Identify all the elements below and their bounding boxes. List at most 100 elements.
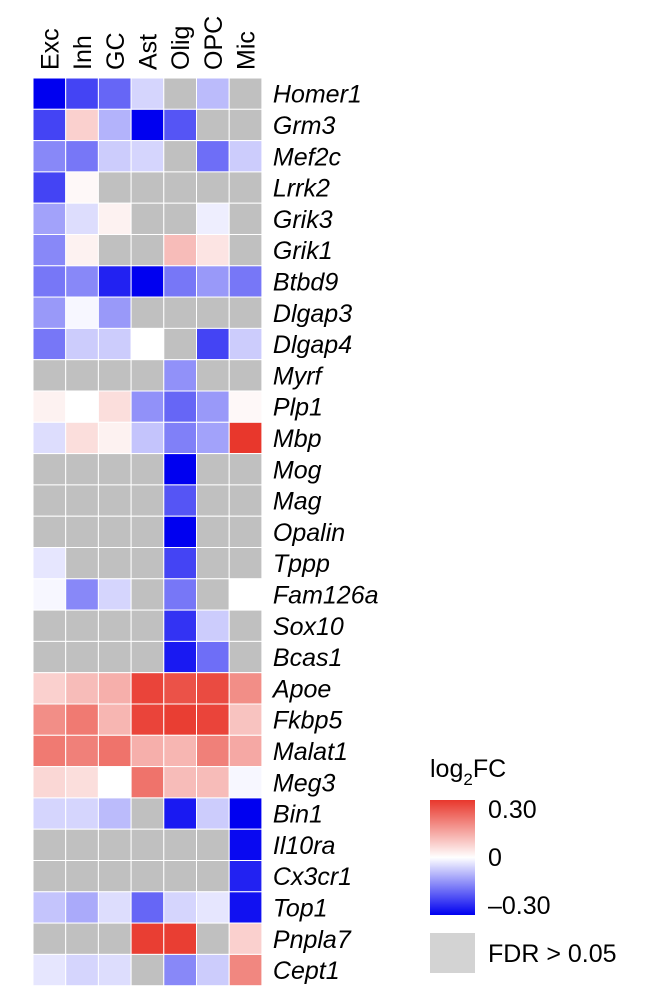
cell-homer1-exc bbox=[32, 77, 67, 110]
cell-grik1-opc bbox=[196, 234, 230, 267]
legend-na-swatch bbox=[430, 933, 475, 973]
cell-tppp-inh bbox=[65, 547, 99, 580]
cell-cept1-mic bbox=[228, 953, 263, 987]
cell-tppp-ast bbox=[130, 547, 165, 580]
cell-mag-ast bbox=[130, 484, 165, 517]
row-label-plp1: Plp1 bbox=[273, 394, 323, 422]
column-label-mic: Mic bbox=[233, 31, 261, 70]
cell-mef2c-olig bbox=[163, 140, 198, 173]
cell-mef2c-inh bbox=[65, 140, 99, 173]
cell-grik3-inh bbox=[65, 202, 99, 235]
column-label-inh: Inh bbox=[69, 35, 97, 70]
cell-bcas1-opc bbox=[196, 640, 230, 674]
cell-fkbp5-exc bbox=[32, 703, 67, 736]
cell-malat1-mic bbox=[228, 734, 263, 768]
cell-mbp-gc bbox=[97, 421, 132, 455]
cell-mog-opc bbox=[196, 453, 230, 486]
cell-pnpla7-inh bbox=[65, 922, 99, 955]
cell-sox10-gc bbox=[97, 609, 132, 642]
legend-na-label: FDR > 0.05 bbox=[488, 940, 617, 968]
cell-fkbp5-olig bbox=[163, 703, 198, 736]
cell-malat1-ast bbox=[130, 734, 165, 768]
cell-meg3-opc bbox=[196, 766, 230, 799]
cell-top1-inh bbox=[65, 891, 99, 924]
cell-myrf-exc bbox=[32, 359, 67, 392]
cell-grik3-gc bbox=[97, 202, 132, 235]
cell-dlgap3-exc bbox=[32, 296, 67, 329]
cell-fam126a-exc bbox=[32, 578, 67, 611]
cell-mog-exc bbox=[32, 453, 67, 486]
cell-il10ra-ast bbox=[130, 828, 165, 862]
cell-meg3-ast bbox=[130, 766, 165, 799]
cell-fkbp5-ast bbox=[130, 703, 165, 736]
cell-tppp-exc bbox=[32, 547, 67, 580]
cell-fkbp5-mic bbox=[228, 703, 263, 736]
cell-fkbp5-inh bbox=[65, 703, 99, 736]
cell-mog-ast bbox=[130, 453, 165, 486]
cell-apoe-mic bbox=[228, 672, 263, 705]
cell-homer1-opc bbox=[196, 77, 230, 110]
cell-pnpla7-exc bbox=[32, 922, 67, 955]
cell-grik1-olig bbox=[163, 234, 198, 267]
row-label-cept1: Cept1 bbox=[273, 957, 340, 985]
cell-grik1-ast bbox=[130, 234, 165, 267]
cell-lrrk2-inh bbox=[65, 171, 99, 204]
cell-top1-olig bbox=[163, 891, 198, 924]
cell-apoe-inh bbox=[65, 672, 99, 705]
cell-mef2c-opc bbox=[196, 140, 230, 173]
cell-lrrk2-mic bbox=[228, 171, 263, 204]
cell-top1-gc bbox=[97, 891, 132, 924]
cell-fkbp5-opc bbox=[196, 703, 230, 736]
cell-opalin-inh bbox=[65, 515, 99, 549]
cell-plp1-gc bbox=[97, 390, 132, 423]
cell-plp1-ast bbox=[130, 390, 165, 423]
row-label-myrf: Myrf bbox=[273, 362, 325, 390]
cell-dlgap4-mic bbox=[228, 327, 263, 361]
cell-pnpla7-opc bbox=[196, 922, 230, 955]
row-label-mag: Mag bbox=[273, 488, 322, 516]
cell-mog-mic bbox=[228, 453, 263, 486]
cell-mbp-mic bbox=[228, 421, 263, 455]
cell-fam126a-gc bbox=[97, 578, 132, 611]
row-label-mog: Mog bbox=[273, 456, 322, 484]
cell-mag-mic bbox=[228, 484, 263, 517]
cell-il10ra-gc bbox=[97, 828, 132, 862]
cell-opalin-exc bbox=[32, 515, 67, 549]
cell-homer1-inh bbox=[65, 77, 99, 110]
cell-malat1-inh bbox=[65, 734, 99, 768]
row-label-fam126a: Fam126a bbox=[273, 581, 379, 609]
cell-apoe-ast bbox=[130, 672, 165, 705]
cell-meg3-inh bbox=[65, 766, 99, 799]
cell-sox10-ast bbox=[130, 609, 165, 642]
cell-mag-inh bbox=[65, 484, 99, 517]
cell-opalin-mic bbox=[228, 515, 263, 549]
row-label-btbd9: Btbd9 bbox=[273, 268, 338, 296]
cell-plp1-exc bbox=[32, 390, 67, 423]
cell-pnpla7-gc bbox=[97, 922, 132, 955]
cell-lrrk2-olig bbox=[163, 171, 198, 204]
cell-fam126a-inh bbox=[65, 578, 99, 611]
cell-il10ra-inh bbox=[65, 828, 99, 862]
cell-malat1-exc bbox=[32, 734, 67, 768]
row-label-bcas1: Bcas1 bbox=[273, 644, 342, 672]
cell-btbd9-olig bbox=[163, 265, 198, 298]
cell-bcas1-gc bbox=[97, 640, 132, 674]
cell-tppp-gc bbox=[97, 547, 132, 580]
cell-opalin-gc bbox=[97, 515, 132, 549]
cell-cept1-gc bbox=[97, 953, 132, 987]
cell-mog-inh bbox=[65, 453, 99, 486]
legend-colorbar bbox=[430, 800, 475, 915]
cell-cx3cr1-opc bbox=[196, 860, 230, 893]
cell-grik3-exc bbox=[32, 202, 67, 235]
cell-cept1-opc bbox=[196, 953, 230, 987]
cell-top1-ast bbox=[130, 891, 165, 924]
cell-mbp-exc bbox=[32, 421, 67, 455]
cell-grik3-opc bbox=[196, 202, 230, 235]
cell-mag-olig bbox=[163, 484, 198, 517]
row-label-fkbp5: Fkbp5 bbox=[273, 707, 343, 735]
cell-btbd9-exc bbox=[32, 265, 67, 298]
cell-mef2c-gc bbox=[97, 140, 132, 173]
cell-grik3-olig bbox=[163, 202, 198, 235]
cell-lrrk2-opc bbox=[196, 171, 230, 204]
cell-mag-opc bbox=[196, 484, 230, 517]
